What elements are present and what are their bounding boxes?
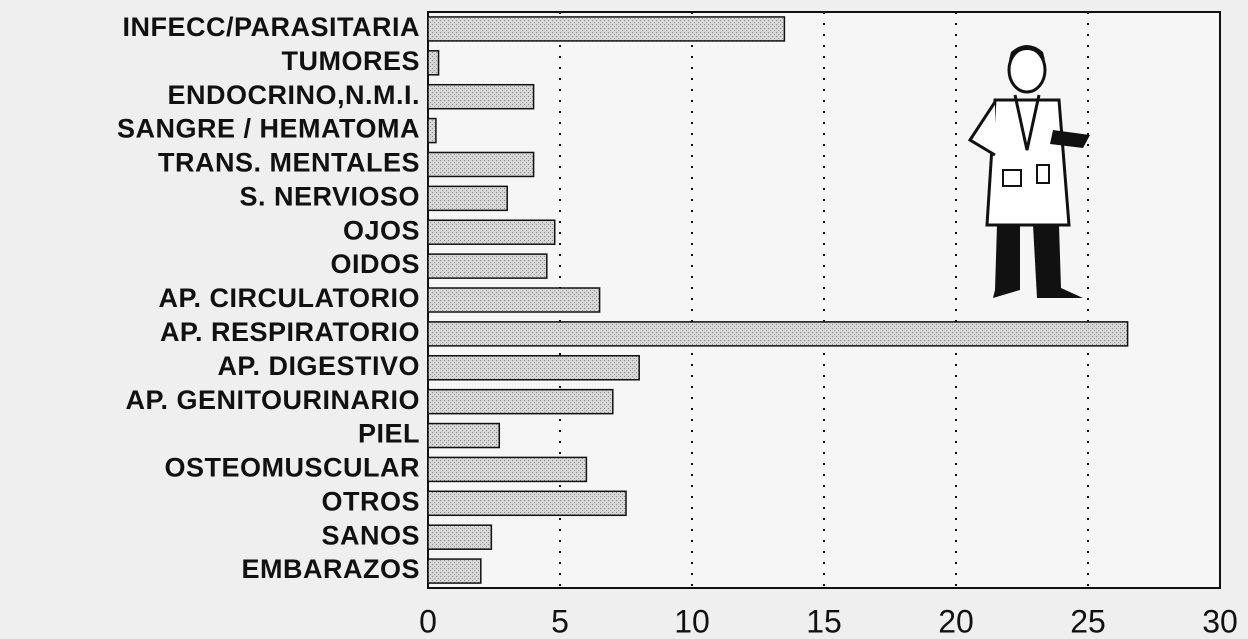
bar [427,524,493,550]
y-tick-label: PIEL [358,419,420,449]
y-tick-label: OIDOS [330,249,420,279]
y-tick-label: SANOS [321,520,420,550]
y-tick-label: AP. CIRCULATORIO [158,283,420,313]
x-tick-label: 30 [1202,603,1238,639]
bar [427,355,640,381]
y-tick-label: TRANS. MENTALES [158,148,420,178]
y-tick-label: ENDOCRINO,N.M.I. [167,80,420,110]
x-tick-label: 25 [1070,603,1106,639]
bar [427,422,501,449]
y-tick-label: SANGRE / HEMATOMA [117,114,420,144]
doctor-illustration [967,45,1090,298]
y-tick-label: TUMORES [282,46,421,76]
bar [427,151,535,178]
x-tick-label: 0 [419,603,437,639]
y-tick-label: EMBARAZOS [242,554,421,584]
y-tick-label: OTROS [321,486,420,516]
x-tick-label: 20 [938,603,974,639]
bar [427,50,440,76]
y-tick-label: AP. GENITOURINARIO [125,385,420,415]
bar [427,16,786,42]
bar [427,287,601,313]
y-tick-label: S. NERVIOSO [239,181,420,211]
bar [427,321,1129,347]
y-tick-label: AP. RESPIRATORIO [160,317,420,347]
bar [427,219,556,245]
y-tick-label: INFECC/PARASITARIA [123,12,421,42]
x-tick-label: 5 [551,603,569,639]
y-tick-label: OSTEOMUSCULAR [165,453,421,483]
x-tick-label: 10 [674,603,710,639]
bar [427,456,588,483]
y-tick-label: OJOS [343,215,420,245]
bar [427,253,548,279]
bar [427,490,627,517]
bar [427,388,614,415]
x-tick-label: 15 [806,603,842,639]
y-tick-label: AP. DIGESTIVO [217,351,420,381]
bar [427,558,482,584]
bar [427,117,437,144]
bar [427,185,508,212]
bar [427,83,535,110]
